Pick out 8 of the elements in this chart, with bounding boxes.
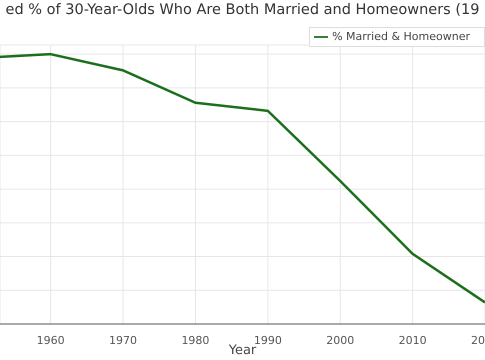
- x-tick-label: 1970: [109, 334, 138, 347]
- chart-title: ed % of 30-Year-Olds Who Are Both Married and Homeowners (19: [4, 2, 480, 18]
- x-tick-label: 1960: [36, 334, 65, 347]
- x-tick-label: 1980: [181, 334, 210, 347]
- x-tick-label: 2000: [326, 334, 354, 347]
- legend-label: % Married & Homeowner: [332, 30, 470, 44]
- x-tick-label: 2010: [398, 334, 427, 347]
- x-tick-label: 20: [471, 334, 485, 347]
